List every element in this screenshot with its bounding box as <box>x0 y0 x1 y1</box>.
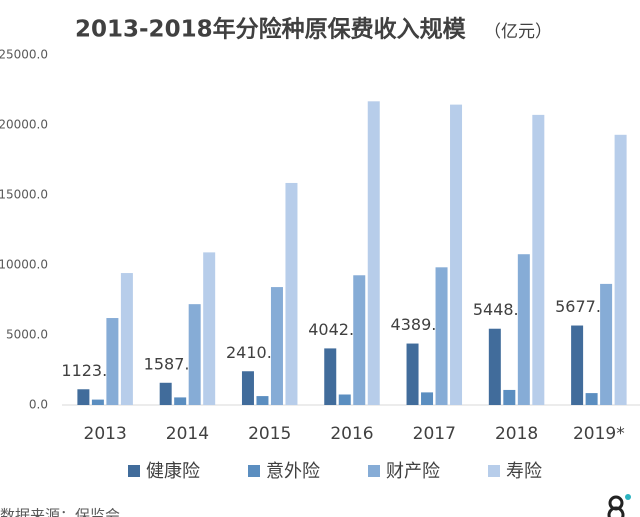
legend-swatch <box>488 465 500 477</box>
bar <box>406 343 419 405</box>
value-label: 1123.5 <box>61 361 117 380</box>
y-tick-label: 20000.0 <box>0 118 48 132</box>
legend-label: 健康险 <box>146 461 200 482</box>
bar <box>367 101 380 405</box>
bar <box>174 397 187 405</box>
bar <box>585 393 598 405</box>
value-label: 2410.5 <box>226 343 282 362</box>
legend-swatch <box>368 465 380 477</box>
bar <box>106 318 119 405</box>
x-tick-label: 2014 <box>166 424 209 444</box>
bar <box>450 104 463 405</box>
value-label: 4389.5 <box>391 315 447 334</box>
bar <box>270 287 283 405</box>
x-tick-label: 2017 <box>413 424 456 444</box>
legend-swatch <box>128 465 140 477</box>
y-tick-label: 0.0 <box>29 398 48 412</box>
bar <box>532 114 545 406</box>
x-tick-label: 2015 <box>248 424 291 444</box>
bar <box>488 328 501 405</box>
x-tick-label: 2016 <box>330 424 373 444</box>
bar <box>91 399 104 405</box>
y-tick-label: 25000.0 <box>0 48 48 62</box>
bar <box>338 394 351 405</box>
bar <box>203 252 216 405</box>
value-label: 5448.1 <box>473 300 529 319</box>
y-tick-label: 5000.0 <box>6 328 48 342</box>
bar <box>614 134 627 406</box>
y-tick-label: 10000.0 <box>0 258 48 272</box>
x-tick-label: 2019* <box>573 424 625 444</box>
bar <box>435 267 448 405</box>
x-tick-label: 2013 <box>84 424 127 444</box>
bar <box>517 254 530 405</box>
value-label: 1587.2 <box>144 354 200 373</box>
unit-label: （亿元） <box>484 22 552 42</box>
legend-swatch <box>248 465 260 477</box>
bar <box>353 275 366 405</box>
legend-label: 意外险 <box>266 461 320 482</box>
bar <box>571 325 584 405</box>
bar <box>285 182 298 405</box>
bar <box>503 389 516 405</box>
bar <box>256 396 269 405</box>
x-tick-label: 2018 <box>495 424 538 444</box>
bar <box>159 382 172 405</box>
source-note: 数据来源：保监会 <box>0 507 120 517</box>
bar <box>324 348 337 405</box>
value-label: 5677.0 <box>555 297 611 316</box>
bar <box>120 273 133 405</box>
y-tick-label: 15000.0 <box>0 188 48 202</box>
bar <box>241 371 254 405</box>
value-label: 4042.5 <box>308 320 364 339</box>
legend-label: 寿险 <box>506 461 542 482</box>
bar <box>188 304 201 405</box>
legend-label: 财产险 <box>386 461 440 482</box>
bar <box>600 283 613 405</box>
bar <box>77 389 90 405</box>
chart-title: 2013-2018年分险种原保费收入规模 <box>75 16 467 43</box>
logo <box>607 494 631 517</box>
bar <box>421 392 434 405</box>
